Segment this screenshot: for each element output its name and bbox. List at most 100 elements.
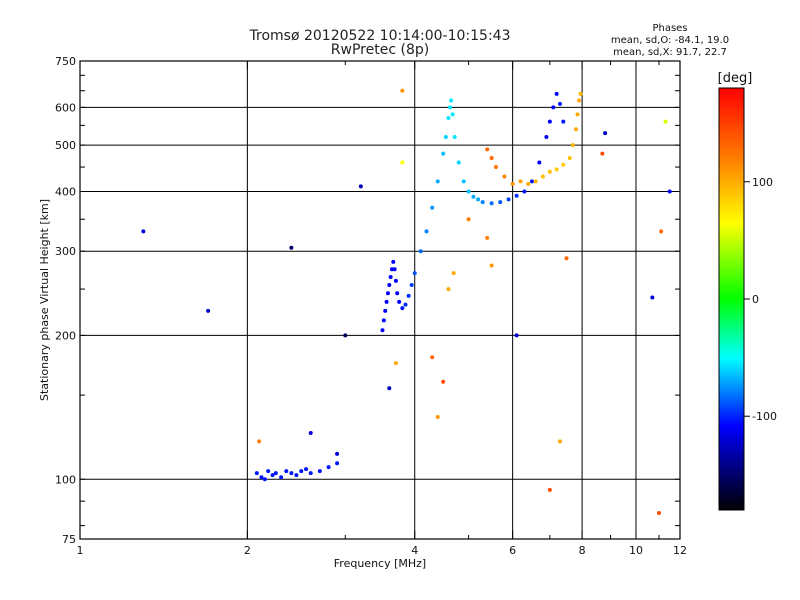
data-point	[522, 189, 527, 194]
colorbar-ticks: 100 0 -100	[744, 176, 777, 423]
plot-frame	[79, 60, 681, 540]
colorbar	[718, 87, 745, 511]
data-point	[273, 471, 278, 476]
data-point	[141, 229, 146, 234]
data-point	[393, 361, 398, 366]
data-point	[384, 299, 389, 304]
data-point	[395, 291, 400, 296]
data-point	[254, 471, 259, 476]
data-point	[659, 229, 664, 234]
data-point	[498, 200, 503, 205]
data-point	[561, 162, 566, 167]
y-tick-label: 75	[62, 533, 76, 546]
x-tick-label: 4	[411, 544, 418, 557]
data-point	[308, 471, 313, 476]
x-tick-label: 1	[77, 544, 84, 557]
data-point	[561, 119, 566, 124]
data-point	[557, 101, 562, 106]
data-point	[385, 291, 390, 296]
data-point	[544, 135, 549, 140]
data-point	[358, 184, 363, 189]
data-point	[403, 302, 408, 307]
phases-line-o: mean, sd,O: -84.1, 19.0	[611, 35, 729, 46]
data-point	[380, 328, 385, 333]
x-tick-label: 10	[629, 544, 643, 557]
data-point	[397, 299, 402, 304]
y-tick-label: 300	[55, 245, 76, 258]
data-point	[518, 179, 523, 184]
x-tick-label: 2	[244, 544, 251, 557]
chart-subtitle: RwPretec (8p)	[331, 42, 429, 58]
data-point	[577, 98, 582, 103]
data-point	[430, 205, 435, 210]
data-point	[489, 201, 494, 206]
data-point	[557, 439, 562, 444]
data-point	[388, 274, 393, 279]
data-point	[279, 475, 284, 480]
y-tick-label: 750	[55, 55, 76, 68]
x-tick-label: 6	[509, 544, 516, 557]
data-point	[449, 98, 454, 103]
data-point	[667, 189, 672, 194]
y-tick-label: 500	[55, 139, 76, 152]
data-point	[317, 469, 322, 474]
data-point	[299, 469, 304, 474]
data-point	[289, 245, 294, 250]
data-point	[387, 386, 392, 391]
x-tick-label: 8	[579, 544, 586, 557]
x-tick-label: 12	[673, 544, 687, 557]
data-point	[514, 193, 519, 198]
data-point	[578, 91, 583, 96]
data-point	[547, 119, 552, 124]
data-point	[418, 249, 423, 254]
data-point	[537, 160, 542, 165]
axis-ticks	[79, 60, 681, 539]
data-point	[446, 115, 451, 120]
data-point	[393, 278, 398, 283]
data-point	[412, 271, 417, 276]
data-point	[476, 197, 481, 202]
data-point	[430, 355, 435, 360]
data-point	[603, 131, 608, 136]
phases-box-title: Phases	[652, 23, 687, 34]
data-point	[554, 91, 559, 96]
data-point	[262, 477, 267, 482]
data-point	[485, 147, 490, 152]
data-point	[656, 511, 661, 516]
colorbar-tick-label: 100	[752, 176, 773, 189]
data-point	[450, 112, 455, 117]
data-point	[575, 112, 580, 117]
data-point	[451, 271, 456, 276]
data-point	[510, 181, 515, 186]
data-point	[391, 259, 396, 264]
data-point	[392, 267, 397, 272]
data-point	[400, 306, 405, 311]
data-point	[441, 379, 446, 384]
data-point	[466, 189, 471, 194]
data-point	[540, 174, 545, 179]
data-point	[284, 469, 289, 474]
data-point	[294, 473, 299, 478]
data-point	[446, 287, 451, 292]
y-tick-labels: 75 100 200 300 400 500 600 750	[55, 55, 76, 546]
data-point	[304, 467, 309, 472]
y-axis-label: Stationary phase Virtual Height [km]	[38, 199, 51, 401]
data-point	[551, 105, 556, 110]
data-point	[480, 200, 485, 205]
data-point	[506, 197, 511, 202]
data-point	[326, 465, 331, 470]
data-point	[650, 295, 655, 300]
x-tick-labels: 1 2 4 6 8 10 12	[77, 544, 688, 557]
data-point	[502, 174, 507, 179]
data-point	[529, 179, 534, 184]
data-point	[573, 127, 578, 132]
data-point	[343, 333, 348, 338]
data-point	[381, 318, 386, 323]
data-point	[308, 430, 313, 435]
data-point	[600, 151, 605, 156]
colorbar-label: [deg]	[718, 71, 753, 86]
data-point	[270, 473, 275, 478]
data-point	[533, 179, 538, 184]
data-point	[424, 229, 429, 234]
